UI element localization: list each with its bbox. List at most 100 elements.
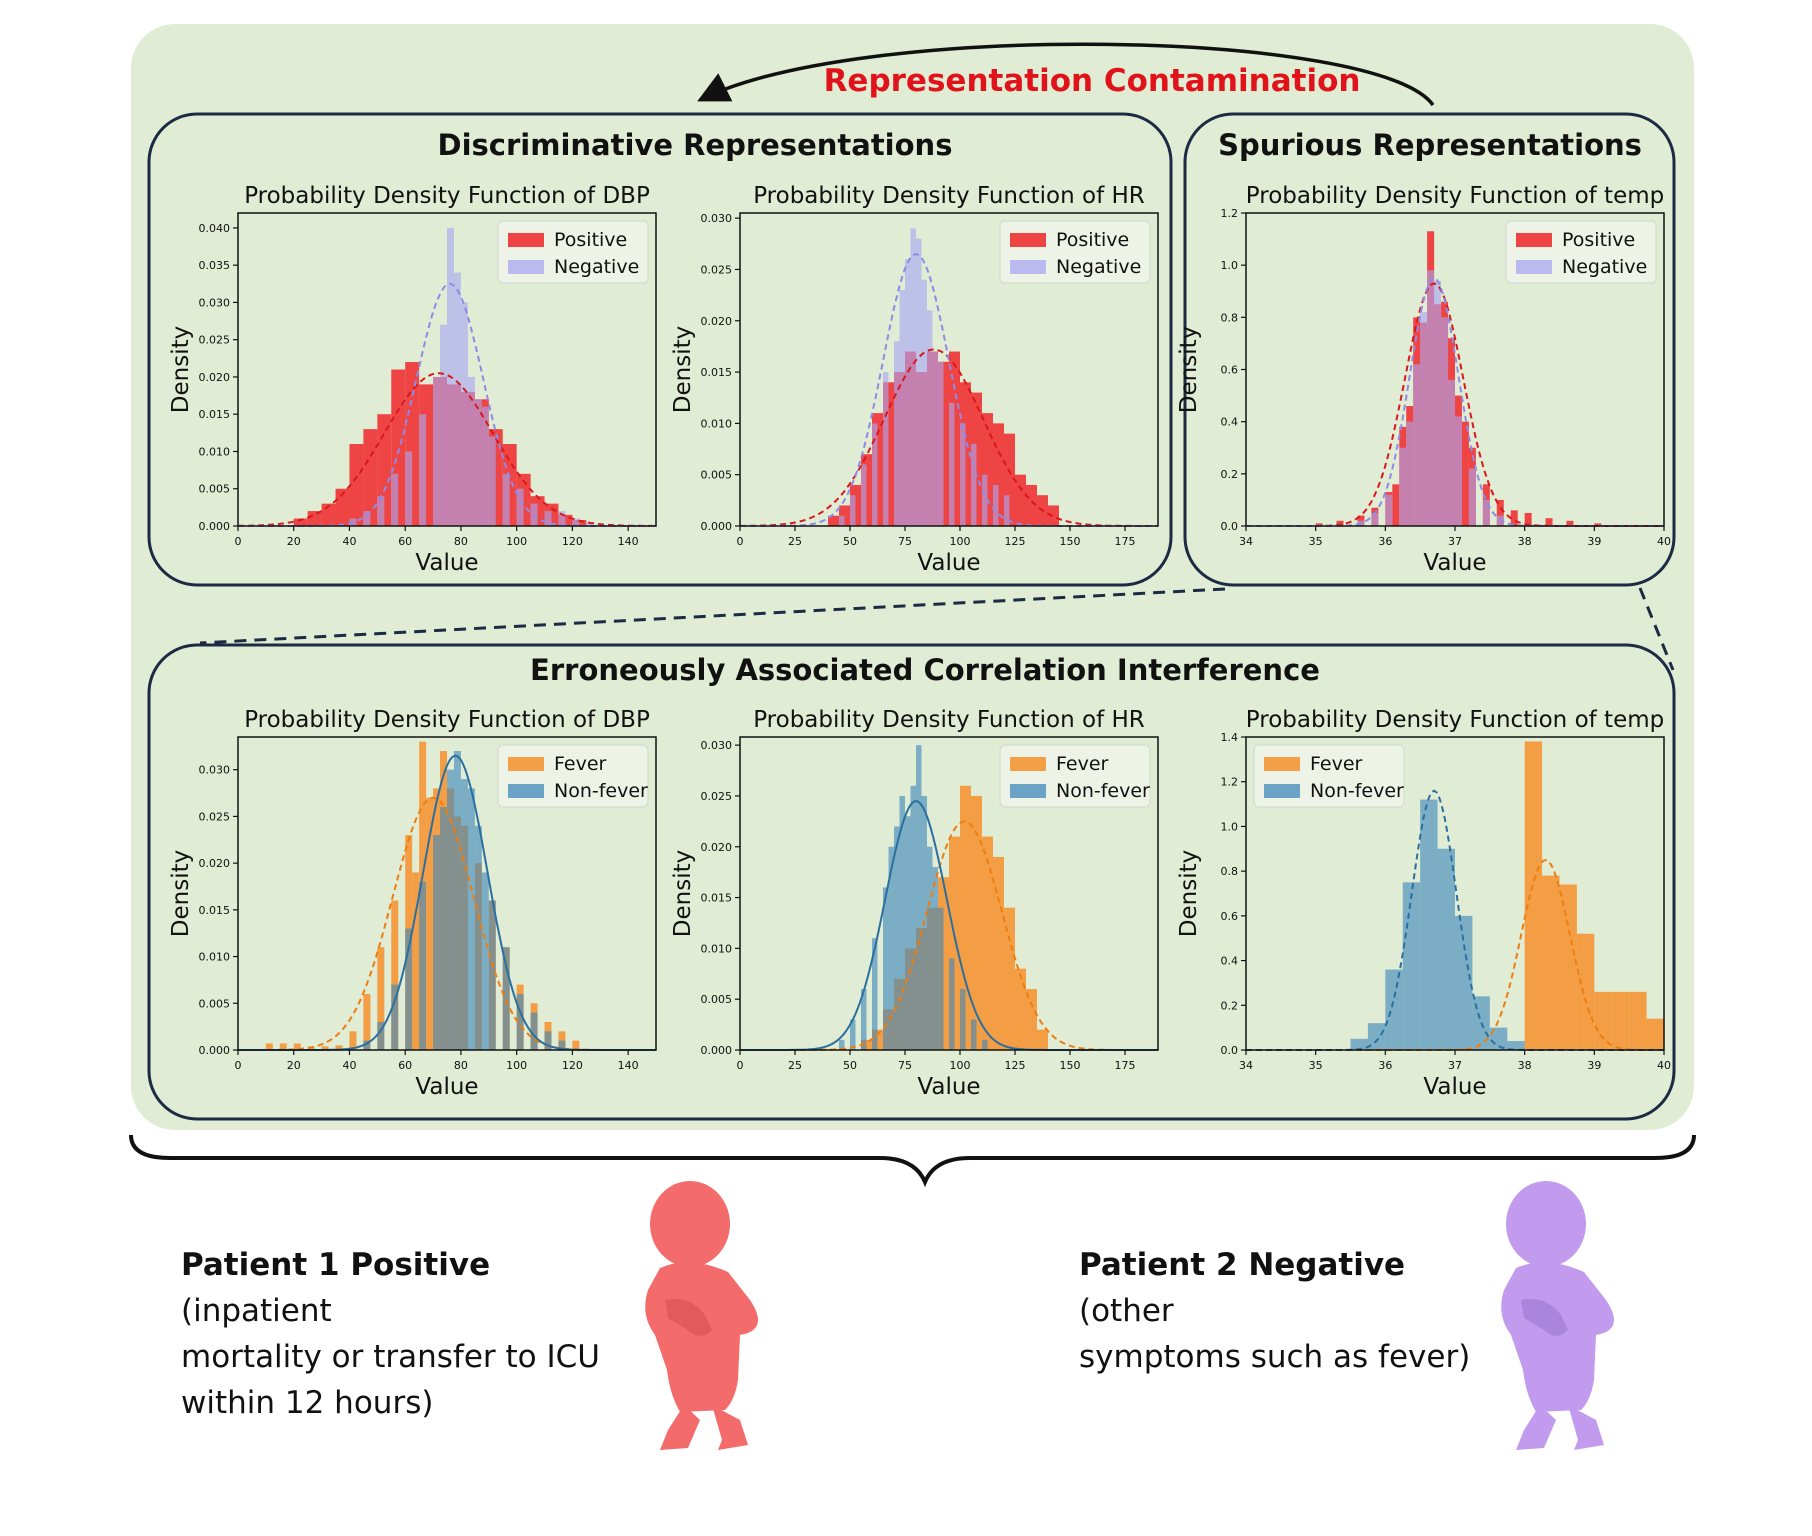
hist-bar-fever bbox=[1542, 875, 1560, 1050]
x-tick-label: 140 bbox=[618, 535, 639, 548]
x-tick-label: 40 bbox=[1657, 1059, 1671, 1072]
hist-bar-fever bbox=[1004, 907, 1015, 1050]
hist-bar-negative bbox=[544, 511, 552, 526]
x-tick-label: 140 bbox=[618, 1059, 639, 1072]
hist-bar-fever bbox=[1646, 1018, 1664, 1050]
hist-bar-negative bbox=[949, 402, 955, 526]
y-tick-label: 0.0 bbox=[1221, 520, 1239, 533]
x-tick-label: 38 bbox=[1518, 1059, 1532, 1072]
chart-title: Probability Density Function of temp bbox=[1246, 707, 1664, 733]
x-tick-label: 20 bbox=[287, 1059, 301, 1072]
hist-bar-nonfever bbox=[839, 1039, 845, 1050]
y-axis-label: Density bbox=[168, 326, 194, 413]
legend-label-negative: Negative bbox=[1056, 256, 1141, 278]
hist-bar-nonfever bbox=[1489, 1027, 1508, 1050]
y-tick-label: 0.010 bbox=[701, 417, 733, 430]
hist-bar-negative bbox=[460, 302, 468, 526]
legend-label-negative: Negative bbox=[554, 256, 639, 278]
x-tick-label: 0 bbox=[235, 535, 242, 548]
contamination-label: Representation Contamination bbox=[824, 63, 1361, 99]
x-tick-label: 34 bbox=[1239, 1059, 1253, 1072]
y-tick-label: 1.0 bbox=[1221, 820, 1239, 833]
hist-bar-nonfever bbox=[932, 867, 938, 1050]
chart-hr-positive-negative: 0 25 50 75 100 125 150 175 0.000 0.005 0.010 0.015 0… bbox=[670, 183, 1159, 576]
legend-swatch-positive bbox=[508, 233, 544, 247]
hist-bar-nonfever bbox=[916, 745, 922, 1050]
hist-bar-nonfever bbox=[377, 1021, 385, 1050]
hist-bar-negative bbox=[516, 488, 524, 526]
dashed-connector-right bbox=[1638, 587, 1675, 671]
x-tick-label: 37 bbox=[1448, 1059, 1462, 1072]
axes-frame bbox=[237, 736, 657, 1051]
axes-frame bbox=[739, 212, 1159, 527]
hist-bar-nonfever bbox=[440, 807, 447, 1050]
patient-1-figure bbox=[645, 1181, 758, 1450]
hist-bar-fever bbox=[949, 836, 960, 1050]
x-tick-label: 34 bbox=[1239, 535, 1253, 548]
y-tick-label: 0.025 bbox=[199, 810, 231, 823]
y-axis-label: Density bbox=[168, 850, 194, 937]
hist-bar-negative bbox=[1413, 364, 1421, 526]
hist-bar-fever bbox=[572, 1040, 580, 1050]
patient-1-desc-line-3: within 12 hours) bbox=[181, 1385, 434, 1421]
hist-bar-nonfever bbox=[516, 993, 524, 1050]
hist-bar-nonfever bbox=[982, 1039, 988, 1050]
hist-bar-positive bbox=[1594, 523, 1602, 526]
chart-hr-fever-nonfever: 0 25 50 75 100 125 150 175 0.000 0.005 0.010 0.015 0… bbox=[670, 707, 1159, 1100]
hist-bar-nonfever bbox=[488, 900, 496, 1050]
y-tick-label: 0.030 bbox=[701, 739, 733, 752]
hist-bar-negative bbox=[932, 351, 938, 526]
legend-swatch-nonfever bbox=[508, 784, 544, 798]
hist-bar-nonfever bbox=[938, 907, 944, 1050]
hist-bar-nonfever bbox=[899, 795, 905, 1050]
x-tick-label: 80 bbox=[454, 1059, 468, 1072]
y-tick-label: 0.025 bbox=[199, 334, 231, 347]
dashed-connector-left bbox=[199, 587, 1226, 645]
y-tick-label: 0.010 bbox=[701, 942, 733, 955]
hist-bar-negative bbox=[474, 399, 482, 526]
y-tick-label: 0.005 bbox=[199, 483, 231, 496]
hist-bar-nonfever bbox=[1420, 799, 1438, 1050]
legend-label-positive: Positive bbox=[554, 229, 627, 251]
legend-swatch-positive bbox=[1516, 233, 1552, 247]
hist-bar-negative bbox=[502, 473, 510, 526]
hist-bar-negative bbox=[921, 279, 927, 526]
y-tick-label: 0.010 bbox=[199, 445, 231, 458]
legend-label-fever: Fever bbox=[1056, 753, 1109, 775]
hist-bar-negative bbox=[960, 423, 966, 526]
hist-bar-fever bbox=[349, 1031, 357, 1050]
hist-bar-nonfever bbox=[1385, 969, 1403, 1050]
x-tick-label: 150 bbox=[1060, 1059, 1081, 1072]
x-tick-label: 40 bbox=[342, 535, 356, 548]
x-tick-label: 50 bbox=[843, 1059, 857, 1072]
hist-bar-negative bbox=[872, 423, 878, 526]
y-tick-label: 0.030 bbox=[701, 212, 733, 225]
hist-bar-nonfever bbox=[888, 846, 894, 1050]
discriminative-panel bbox=[147, 112, 1173, 587]
x-tick-label: 100 bbox=[506, 1059, 527, 1072]
hist-bar-fever bbox=[982, 836, 993, 1050]
x-tick-label: 0 bbox=[737, 1059, 744, 1072]
x-tick-label: 25 bbox=[788, 535, 802, 548]
hist-bar-negative bbox=[883, 372, 889, 526]
patient-2-figure bbox=[1501, 1181, 1614, 1450]
hist-bar-nonfever bbox=[530, 1012, 538, 1050]
hist-bar-positive bbox=[1545, 518, 1553, 526]
hist-bar-negative bbox=[1455, 416, 1462, 526]
x-axis-label: Value bbox=[415, 550, 478, 576]
hist-bar-negative bbox=[1427, 270, 1435, 526]
hist-bar-nonfever bbox=[1507, 1041, 1525, 1050]
x-tick-label: 40 bbox=[342, 1059, 356, 1072]
hist-bar-fever bbox=[363, 993, 371, 1050]
x-tick-label: 125 bbox=[1005, 535, 1026, 548]
y-tick-label: 0.8 bbox=[1221, 865, 1239, 878]
hist-bar-fever bbox=[993, 856, 1004, 1050]
y-tick-label: 1.2 bbox=[1221, 207, 1239, 220]
y-tick-label: 0.2 bbox=[1221, 468, 1239, 481]
legend-label-nonfever: Non-fever bbox=[1310, 780, 1404, 802]
chart-temp-fever-nonfever: 34 35 36 37 38 39 40 0.0 0.2 0.4 0.6 0.8 1.0 1.2 1.4 Pr… bbox=[1176, 707, 1671, 1100]
y-tick-label: 0.025 bbox=[701, 263, 733, 276]
hist-bar-nonfever bbox=[949, 958, 955, 1050]
hist-bar-nonfever bbox=[861, 989, 867, 1050]
hist-bar-nonfever bbox=[447, 769, 454, 1050]
